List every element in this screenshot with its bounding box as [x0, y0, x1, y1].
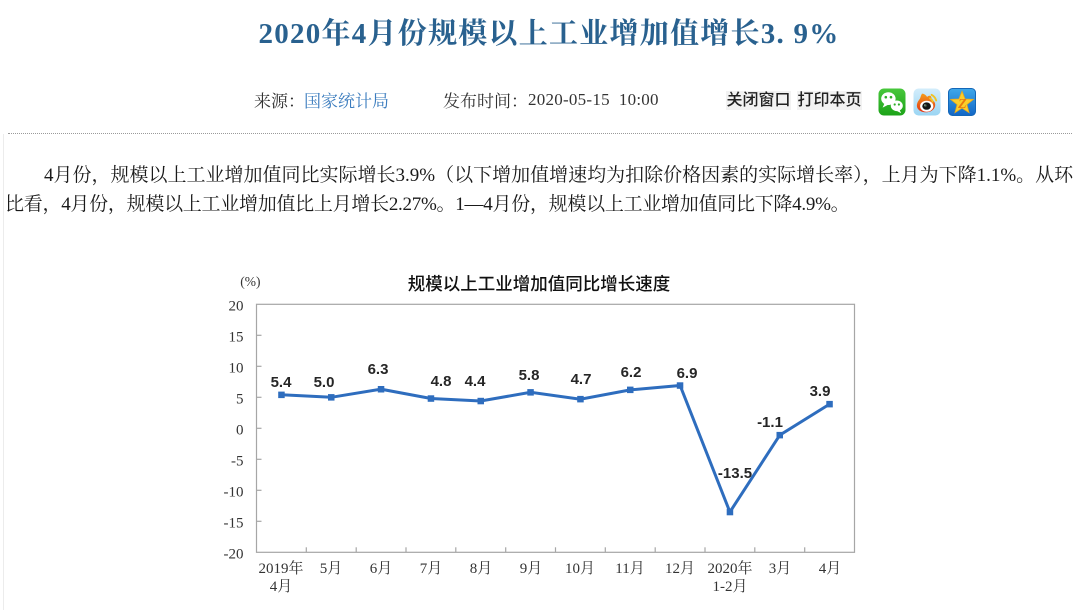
svg-text:6.2: 6.2: [621, 364, 642, 381]
svg-text:6.3: 6.3: [368, 361, 389, 378]
svg-text:5月: 5月: [320, 560, 343, 577]
svg-text:12月: 12月: [665, 560, 695, 577]
svg-text:9月: 9月: [520, 560, 543, 577]
svg-text:6.9: 6.9: [677, 365, 698, 382]
svg-text:2020年: 2020年: [707, 559, 752, 577]
svg-text:-5: -5: [231, 453, 244, 469]
svg-text:3月: 3月: [769, 560, 792, 577]
svg-text:8月: 8月: [470, 560, 493, 577]
svg-text:Z: Z: [957, 97, 967, 112]
svg-text:0: 0: [236, 422, 244, 438]
svg-text:4月: 4月: [819, 560, 842, 577]
svg-text:2019年: 2019年: [258, 559, 303, 577]
svg-text:-20: -20: [224, 546, 244, 562]
svg-text:7月: 7月: [420, 560, 443, 577]
svg-text:20: 20: [229, 298, 244, 314]
svg-text:5.4: 5.4: [271, 374, 293, 391]
svg-text:-10: -10: [224, 484, 244, 500]
svg-text:10: 10: [229, 360, 244, 376]
svg-text:4.4: 4.4: [465, 373, 487, 390]
svg-text:5.0: 5.0: [314, 374, 335, 391]
svg-text:5: 5: [236, 391, 244, 407]
svg-text:11月: 11月: [615, 560, 644, 577]
svg-text:15: 15: [229, 329, 244, 345]
svg-text:-1.1: -1.1: [757, 414, 783, 431]
svg-text:(%): (%): [240, 274, 260, 289]
svg-text:4.8: 4.8: [431, 373, 452, 390]
svg-text:规模以上工业增加值同比增长速度: 规模以上工业增加值同比增长速度: [408, 274, 671, 294]
svg-text:4月: 4月: [270, 578, 293, 595]
svg-text:4.7: 4.7: [571, 371, 592, 388]
svg-text:6月: 6月: [370, 560, 393, 577]
svg-text:3.9: 3.9: [810, 383, 831, 400]
svg-text:-15: -15: [224, 515, 244, 531]
svg-text:-13.5: -13.5: [718, 465, 752, 482]
svg-text:10月: 10月: [565, 560, 595, 577]
svg-text:5.8: 5.8: [519, 367, 540, 384]
svg-text:1-2月: 1-2月: [713, 578, 748, 595]
